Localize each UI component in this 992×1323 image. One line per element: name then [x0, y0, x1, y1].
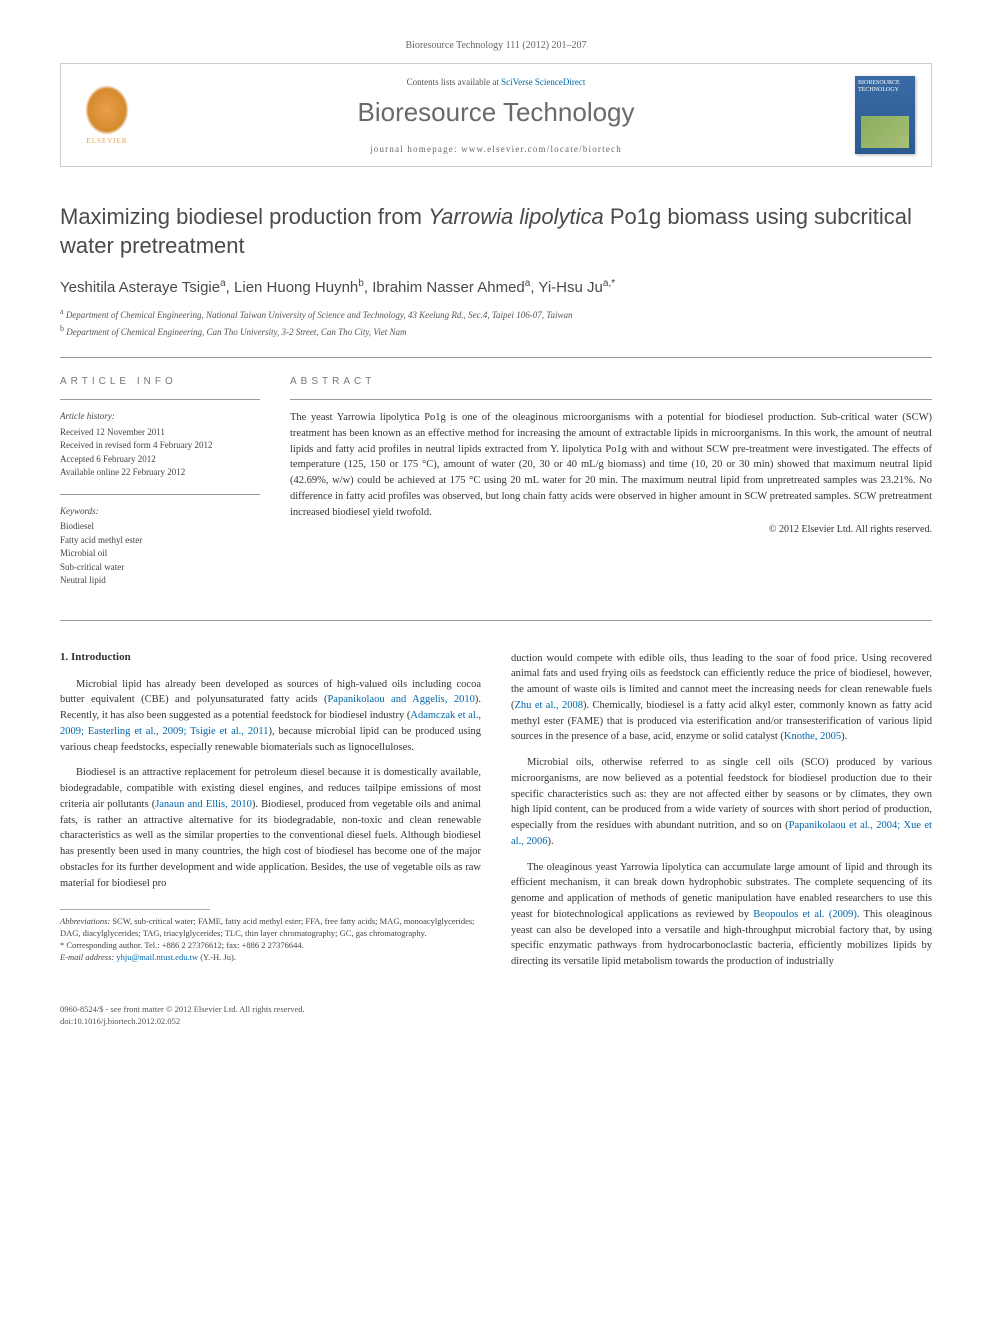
contents-available-line: Contents lists available at SciVerse Sci… — [137, 77, 855, 87]
homepage-url[interactable]: www.elsevier.com/locate/biortech — [461, 144, 622, 154]
elsevier-tree-icon — [85, 85, 129, 135]
journal-header: ELSEVIER Contents lists available at Sci… — [60, 63, 932, 167]
received-date: Received 12 November 2011 — [60, 426, 260, 440]
author-2-sup: b — [358, 278, 364, 289]
affil-a-sup: a — [60, 307, 64, 316]
body-paragraph: The oleaginous yeast Yarrowia lipolytica… — [511, 860, 932, 970]
body-paragraph: Biodiesel is an attractive replacement f… — [60, 765, 481, 891]
keyword: Neutral lipid — [60, 574, 260, 588]
article-info-heading: ARTICLE INFO — [60, 376, 260, 387]
body-text: ). — [547, 836, 553, 847]
abstract-heading: ABSTRACT — [290, 376, 932, 387]
abbreviations-text: SCW, sub-critical water; FAME, fatty aci… — [60, 916, 475, 938]
body-paragraph: Microbial oils, otherwise referred to as… — [511, 755, 932, 850]
citation-link[interactable]: Janaun and Ellis, 2010 — [155, 799, 252, 810]
article-history-label: Article history: — [60, 410, 260, 424]
abbreviations-label: Abbreviations: — [60, 916, 110, 926]
body-paragraph: duction would compete with edible oils, … — [511, 651, 932, 746]
keyword: Sub-critical water — [60, 561, 260, 575]
keyword: Fatty acid methyl ester — [60, 534, 260, 548]
keyword: Biodiesel — [60, 520, 260, 534]
sciencedirect-link[interactable]: SciVerse ScienceDirect — [501, 77, 585, 87]
abstract-text: The yeast Yarrowia lipolytica Po1g is on… — [290, 410, 932, 520]
elsevier-logo[interactable]: ELSEVIER — [77, 80, 137, 150]
corresponding-star-icon: * — [611, 278, 615, 289]
footnotes: Abbreviations: SCW, sub-critical water; … — [60, 916, 481, 964]
abstract-copyright: © 2012 Elsevier Ltd. All rights reserved… — [290, 524, 932, 535]
elsevier-name: ELSEVIER — [86, 137, 127, 145]
citation-link[interactable]: Zhu et al., 2008 — [515, 700, 584, 711]
title-species-italic: Yarrowia lipolytica — [428, 204, 604, 229]
divider — [60, 494, 260, 495]
article-info-sidebar: ARTICLE INFO Article history: Received 1… — [60, 376, 260, 602]
affiliations: a Department of Chemical Engineering, Na… — [60, 306, 932, 339]
section-heading: 1. Introduction — [60, 651, 481, 663]
author-3-sup: a — [525, 278, 531, 289]
journal-reference: Bioresource Technology 111 (2012) 201–20… — [60, 40, 932, 51]
corresponding-text: Corresponding author. Tel.: +886 2 27376… — [64, 940, 304, 950]
keyword: Microbial oil — [60, 547, 260, 561]
keywords-label: Keywords: — [60, 505, 260, 519]
affiliation-a: Department of Chemical Engineering, Nati… — [66, 310, 573, 320]
affil-b-sup: b — [60, 324, 64, 333]
citation-link[interactable]: Beopoulos et al. (2009) — [753, 909, 857, 920]
issn-line: 0960-8524/$ - see front matter © 2012 El… — [60, 1004, 305, 1016]
author-3[interactable]: Ibrahim Nasser Ahmed — [372, 279, 525, 296]
author-1-sup: a — [220, 278, 226, 289]
email-label: E-mail address: — [60, 952, 114, 962]
email-link[interactable]: yhju@mail.ntust.edu.tw — [116, 952, 198, 962]
divider — [290, 399, 932, 400]
author-4[interactable]: Yi-Hsu Ju — [538, 279, 602, 296]
doi-line: doi:10.1016/j.biortech.2012.02.052 — [60, 1016, 305, 1028]
body-text: ). Biodiesel, produced from vegetable oi… — [60, 799, 481, 889]
citation-link[interactable]: Knothe, 2005 — [784, 731, 841, 742]
body-column-left: 1. Introduction Microbial lipid has alre… — [60, 651, 481, 980]
homepage-prefix: journal homepage: — [370, 144, 461, 154]
journal-name: Bioresource Technology — [137, 97, 855, 128]
author-2[interactable]: Lien Huong Huynh — [234, 279, 358, 296]
author-4-sup: a, — [603, 278, 611, 289]
body-column-right: duction would compete with edible oils, … — [511, 651, 932, 980]
journal-cover-thumbnail[interactable]: BIORESOURCE TECHNOLOGY — [855, 76, 915, 154]
accepted-date: Accepted 6 February 2012 — [60, 453, 260, 467]
abstract-column: ABSTRACT The yeast Yarrowia lipolytica P… — [290, 376, 932, 602]
email-who: (Y.-H. Ju). — [198, 952, 236, 962]
page-footer: 0960-8524/$ - see front matter © 2012 El… — [60, 1004, 932, 1028]
author-1[interactable]: Yeshitila Asteraye Tsigie — [60, 279, 220, 296]
body-paragraph: Microbial lipid has already been develop… — [60, 677, 481, 756]
cover-image-icon — [861, 116, 909, 148]
online-date: Available online 22 February 2012 — [60, 466, 260, 480]
affiliation-b: Department of Chemical Engineering, Can … — [66, 327, 406, 337]
article-title: Maximizing biodiesel production from Yar… — [60, 203, 932, 260]
body-text: ). — [841, 731, 847, 742]
divider — [60, 620, 932, 621]
revised-date: Received in revised form 4 February 2012 — [60, 439, 260, 453]
authors-line: Yeshitila Asteraye Tsigie a, Lien Huong H… — [60, 278, 932, 296]
title-text-pre: Maximizing biodiesel production from — [60, 204, 428, 229]
footnote-divider — [60, 909, 210, 910]
citation-link[interactable]: Papanikolaou and Aggelis, 2010 — [327, 694, 474, 705]
journal-homepage: journal homepage: www.elsevier.com/locat… — [137, 144, 855, 154]
cover-title: BIORESOURCE TECHNOLOGY — [855, 76, 915, 97]
divider — [60, 399, 260, 400]
contents-prefix: Contents lists available at — [407, 77, 501, 87]
